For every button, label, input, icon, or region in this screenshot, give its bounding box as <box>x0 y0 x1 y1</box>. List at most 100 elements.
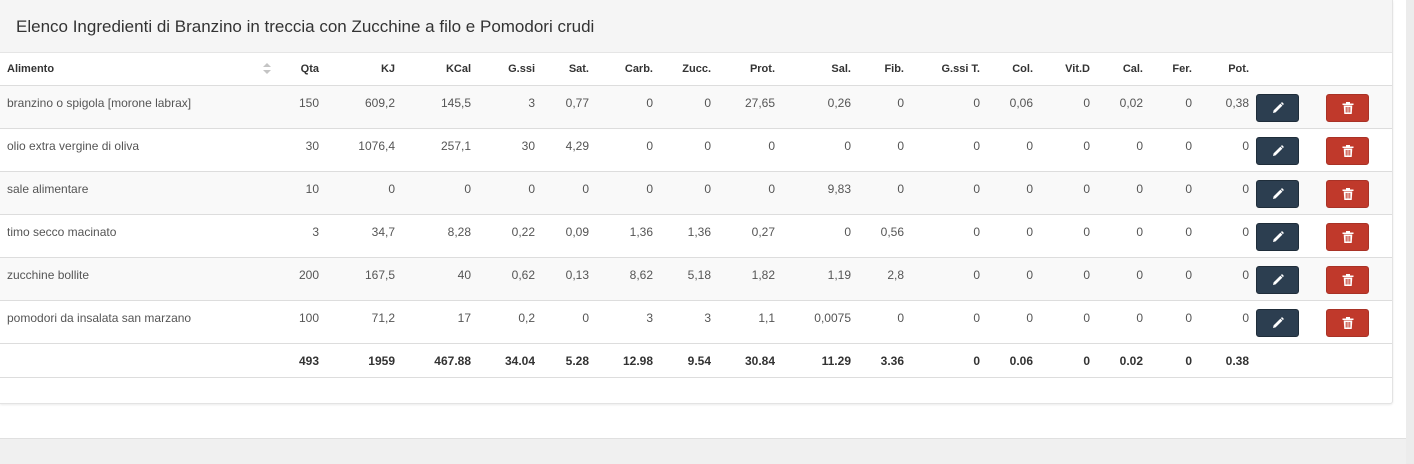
edit-button[interactable] <box>1256 265 1299 294</box>
col-header-fib[interactable]: Fib. <box>858 53 911 86</box>
sort-icon[interactable] <box>263 63 271 74</box>
cell-carb: 0 <box>596 84 660 128</box>
cell-kcal: 257,1 <box>402 127 478 171</box>
total-kj: 1959 <box>326 342 402 378</box>
cell-gssit: 0 <box>911 127 987 171</box>
cell-gssi: 0,2 <box>478 299 542 343</box>
cell-zucc: 1,36 <box>660 213 718 257</box>
cell-carb: 0 <box>596 170 660 214</box>
cell-kcal: 145,5 <box>402 84 478 128</box>
col-header-zucc[interactable]: Zucc. <box>660 53 718 86</box>
cell-vitd: 0 <box>1040 299 1097 343</box>
cell-kj: 34,7 <box>326 213 402 257</box>
col-header-alimento[interactable]: Alimento <box>0 53 279 86</box>
cell-kcal: 17 <box>402 299 478 343</box>
table-row: zucchine bollite 200 167,5 40 0,62 0,13 8,62 5,… <box>0 256 1392 300</box>
cell-gssit: 0 <box>911 256 987 300</box>
cell-vitd: 0 <box>1040 213 1097 257</box>
cell-gssit: 0 <box>911 299 987 343</box>
col-header-col[interactable]: Col. <box>987 53 1040 86</box>
cell-fib: 2,8 <box>858 256 911 300</box>
edit-button[interactable] <box>1256 222 1299 251</box>
table-row: pomodori da insalata san marzano 100 71,2 1… <box>0 299 1392 343</box>
delete-button[interactable] <box>1326 93 1369 122</box>
cell-prot: 1,1 <box>718 299 782 343</box>
col-header-label: Alimento <box>7 62 55 75</box>
totals-row: 493 1959 467.88 34.04 5.28 12.98 9.54 30… <box>0 342 1392 378</box>
total-prot: 30.84 <box>718 342 782 378</box>
cell-alimento: zucchine bollite <box>0 256 279 300</box>
cell-fib: 0 <box>858 170 911 214</box>
total-sat: 5.28 <box>542 342 596 378</box>
delete-button[interactable] <box>1326 179 1369 208</box>
col-header-kcal[interactable]: KCal <box>402 53 478 86</box>
cell-pot: 0,38 <box>1199 84 1256 128</box>
total-cal: 0.02 <box>1097 342 1150 378</box>
cell-alimento: olio extra vergine di oliva <box>0 127 279 171</box>
delete-button[interactable] <box>1326 136 1369 165</box>
cell-vitd: 0 <box>1040 256 1097 300</box>
delete-button[interactable] <box>1326 308 1369 337</box>
cell-prot: 1,82 <box>718 256 782 300</box>
edit-cell <box>1256 170 1326 214</box>
cell-pot: 0 <box>1199 127 1256 171</box>
cell-col: 0 <box>987 256 1040 300</box>
panel-heading: Elenco Ingredienti di Branzino in trecci… <box>0 0 1392 53</box>
cell-cal: 0 <box>1097 256 1150 300</box>
col-header-carb[interactable]: Carb. <box>596 53 660 86</box>
cell-kj: 609,2 <box>326 84 402 128</box>
cell-kj: 1076,4 <box>326 127 402 171</box>
col-header-gssit[interactable]: G.ssi T. <box>911 53 987 86</box>
edit-button[interactable] <box>1256 93 1299 122</box>
col-header-fer[interactable]: Fer. <box>1150 53 1199 86</box>
edit-cell <box>1256 299 1326 343</box>
cell-gssi: 0 <box>478 170 542 214</box>
edit-cell <box>1256 84 1326 128</box>
col-header-gssi[interactable]: G.ssi <box>478 53 542 86</box>
cell-col: 0 <box>987 170 1040 214</box>
delete-cell <box>1326 213 1392 257</box>
cell-fer: 0 <box>1150 84 1199 128</box>
cell-prot: 27,65 <box>718 84 782 128</box>
cell-kcal: 40 <box>402 256 478 300</box>
cell-fer: 0 <box>1150 256 1199 300</box>
cell-sat: 0,09 <box>542 213 596 257</box>
col-header-kj[interactable]: KJ <box>326 53 402 86</box>
cell-gssi: 0,62 <box>478 256 542 300</box>
scrollbar-track[interactable] <box>1406 0 1414 463</box>
col-header-vitd[interactable]: Vit.D <box>1040 53 1097 86</box>
cell-prot: 0 <box>718 127 782 171</box>
total-col: 0.06 <box>987 342 1040 378</box>
col-header-sal[interactable]: Sal. <box>782 53 858 86</box>
edit-cell <box>1256 213 1326 257</box>
cell-gssi: 30 <box>478 127 542 171</box>
ingredients-table: Alimento Qta KJ KCal G.ssi Sat. Carb. Zu… <box>0 53 1392 378</box>
col-header-qta[interactable]: Qta <box>279 53 326 86</box>
cell-vitd: 0 <box>1040 127 1097 171</box>
delete-button[interactable] <box>1326 265 1369 294</box>
edit-button[interactable] <box>1256 179 1299 208</box>
cell-gssit: 0 <box>911 213 987 257</box>
cell-sal: 9,83 <box>782 170 858 214</box>
cell-qta: 10 <box>279 170 326 214</box>
cell-carb: 1,36 <box>596 213 660 257</box>
cell-sal: 1,19 <box>782 256 858 300</box>
cell-sat: 0,13 <box>542 256 596 300</box>
cell-col: 0 <box>987 213 1040 257</box>
cell-fer: 0 <box>1150 299 1199 343</box>
cell-sal: 0 <box>782 213 858 257</box>
col-header-sat[interactable]: Sat. <box>542 53 596 86</box>
total-empty-edit <box>1256 342 1326 378</box>
cell-fib: 0 <box>858 84 911 128</box>
cell-qta: 30 <box>279 127 326 171</box>
total-empty-delete <box>1326 342 1392 378</box>
edit-button[interactable] <box>1256 308 1299 337</box>
total-qta: 493 <box>279 342 326 378</box>
edit-button[interactable] <box>1256 136 1299 165</box>
delete-button[interactable] <box>1326 222 1369 251</box>
col-header-prot[interactable]: Prot. <box>718 53 782 86</box>
edit-cell <box>1256 256 1326 300</box>
cell-sat: 0 <box>542 299 596 343</box>
col-header-cal[interactable]: Cal. <box>1097 53 1150 86</box>
col-header-pot[interactable]: Pot. <box>1199 53 1256 86</box>
